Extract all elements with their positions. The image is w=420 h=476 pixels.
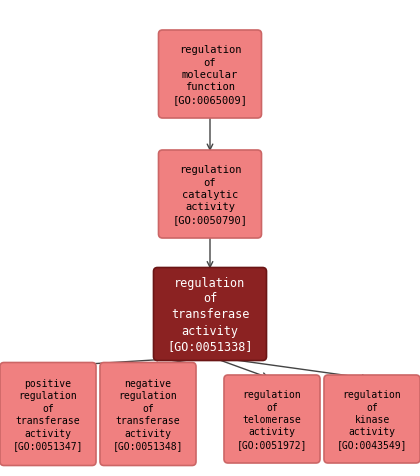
- Text: negative
regulation
of
transferase
activity
[GO:0051348]: negative regulation of transferase activ…: [113, 378, 183, 450]
- Text: regulation
of
telomerase
activity
[GO:0051972]: regulation of telomerase activity [GO:00…: [237, 389, 307, 449]
- FancyBboxPatch shape: [158, 31, 262, 119]
- FancyBboxPatch shape: [158, 151, 262, 238]
- Text: regulation
of
kinase
activity
[GO:0043549]: regulation of kinase activity [GO:004354…: [337, 389, 407, 449]
- Text: regulation
of
molecular
function
[GO:0065009]: regulation of molecular function [GO:006…: [173, 45, 247, 105]
- FancyBboxPatch shape: [224, 375, 320, 463]
- FancyBboxPatch shape: [0, 363, 96, 466]
- FancyBboxPatch shape: [100, 363, 196, 466]
- Text: positive
regulation
of
transferase
activity
[GO:0051347]: positive regulation of transferase activ…: [13, 378, 83, 450]
- Text: regulation
of
catalytic
activity
[GO:0050790]: regulation of catalytic activity [GO:005…: [173, 165, 247, 224]
- FancyBboxPatch shape: [153, 268, 267, 361]
- FancyBboxPatch shape: [324, 375, 420, 463]
- Text: regulation
of
transferase
activity
[GO:0051338]: regulation of transferase activity [GO:0…: [167, 276, 253, 353]
